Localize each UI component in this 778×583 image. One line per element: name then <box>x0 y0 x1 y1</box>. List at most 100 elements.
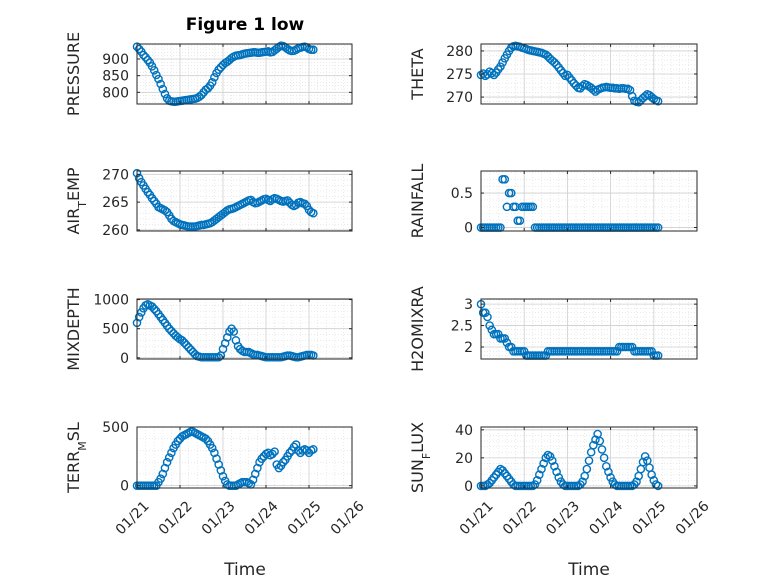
data-point <box>158 84 168 94</box>
data-point <box>552 467 561 477</box>
data-point <box>627 342 637 352</box>
series-mixdepth <box>132 299 318 362</box>
data-point <box>216 63 226 72</box>
data-point <box>506 188 516 198</box>
data-point <box>627 91 637 101</box>
data-point <box>537 464 546 474</box>
data-point <box>201 434 211 444</box>
data-point <box>207 78 217 87</box>
data-point <box>270 447 279 456</box>
y-axis-label: MIXDEPTH <box>64 287 83 370</box>
data-point <box>647 346 656 356</box>
y-axis-label: TERRMSL <box>64 422 89 494</box>
data-point <box>160 206 170 215</box>
subplot-sun_flux: 01/21 01/22 01/23 01/24 01/25 01/26 0 20 40 SUNFL… <box>408 422 713 538</box>
data-point <box>532 475 542 485</box>
data-point <box>134 312 144 322</box>
data-point <box>597 445 607 454</box>
data-point <box>162 457 172 467</box>
x-tick-label: 01/22 <box>500 498 540 538</box>
data-point <box>500 174 510 184</box>
y-tick-label: 40 <box>455 423 473 439</box>
y-tick-label: 0 <box>464 479 473 495</box>
data-point <box>285 448 294 458</box>
y-axis-label: PRESSURE <box>64 32 83 116</box>
data-point <box>519 346 529 356</box>
axes-box <box>136 43 353 105</box>
y-tick-label: 900 <box>102 52 129 68</box>
data-point <box>606 473 615 482</box>
data-point <box>149 66 159 75</box>
y-tick-label: 500 <box>102 420 129 436</box>
data-point <box>612 346 622 356</box>
data-point <box>601 461 611 471</box>
data-point <box>500 334 510 343</box>
data-point <box>164 453 174 462</box>
data-point <box>591 435 600 444</box>
data-point <box>569 78 579 88</box>
data-point <box>554 473 564 482</box>
data-point <box>186 345 196 354</box>
data-point <box>487 325 497 335</box>
data-point <box>545 452 555 461</box>
subplot-air_temp: 260 265 270 AIRTEMP <box>64 167 353 239</box>
subplot-h2omixra: 2 2.5 3 H2OMIXRA <box>408 286 698 372</box>
data-point <box>591 87 600 96</box>
y-label-subscript: M <box>76 441 89 451</box>
data-point <box>156 474 165 483</box>
data-point <box>147 302 157 311</box>
y-tick-label: 2 <box>464 340 473 356</box>
data-point <box>496 62 505 71</box>
data-point <box>547 456 557 465</box>
y-tick-label: 270 <box>102 167 129 183</box>
y-label-part: EMP <box>64 167 83 201</box>
data-point <box>515 216 525 225</box>
data-point <box>582 464 592 474</box>
data-point <box>589 440 598 450</box>
data-point <box>154 74 163 84</box>
y-tick-label: 265 <box>102 195 129 211</box>
data-point <box>550 461 559 471</box>
x-axis-label-right: Time <box>567 560 610 580</box>
x-tick-label: 01/26 <box>328 498 368 538</box>
data-point <box>632 477 641 486</box>
y-label-part: AIR <box>64 208 83 235</box>
data-point <box>182 340 191 350</box>
data-point <box>139 50 148 60</box>
data-point <box>156 79 165 89</box>
series-air_temp <box>132 168 318 231</box>
data-point <box>647 470 656 479</box>
series-sun_flux <box>476 429 663 491</box>
data-point <box>502 202 512 212</box>
data-point <box>502 338 512 348</box>
data-point <box>214 352 223 362</box>
data-point <box>653 481 663 491</box>
data-point <box>274 463 284 473</box>
y-tick-label: 0 <box>120 479 129 495</box>
data-point <box>173 436 183 446</box>
data-point <box>210 73 219 82</box>
y-axis-label: H2OMIXRA <box>408 286 427 372</box>
y-tick-label: 270 <box>446 90 473 106</box>
data-point <box>179 338 189 347</box>
data-point <box>535 470 544 479</box>
data-point <box>184 343 193 352</box>
data-point <box>149 304 159 314</box>
y-tick-label: 2.5 <box>451 319 473 335</box>
data-point <box>220 207 230 217</box>
y-tick-label: 20 <box>455 451 473 467</box>
data-point <box>207 443 217 453</box>
data-point <box>268 449 277 459</box>
data-point <box>308 208 318 218</box>
data-point <box>195 92 204 101</box>
data-point <box>653 96 663 106</box>
data-point <box>229 327 239 336</box>
data-point <box>278 457 288 467</box>
y-label-part: SL <box>64 422 83 441</box>
y-label-part: TERR <box>64 451 83 494</box>
series-theta <box>476 41 663 107</box>
subplot-terr_msl: 01/21 01/22 01/23 01/24 01/25 01/26 0 500 TERRMS… <box>64 420 368 538</box>
y-tick-label: 3 <box>464 297 473 313</box>
x-tick-label: 01/21 <box>113 498 153 538</box>
